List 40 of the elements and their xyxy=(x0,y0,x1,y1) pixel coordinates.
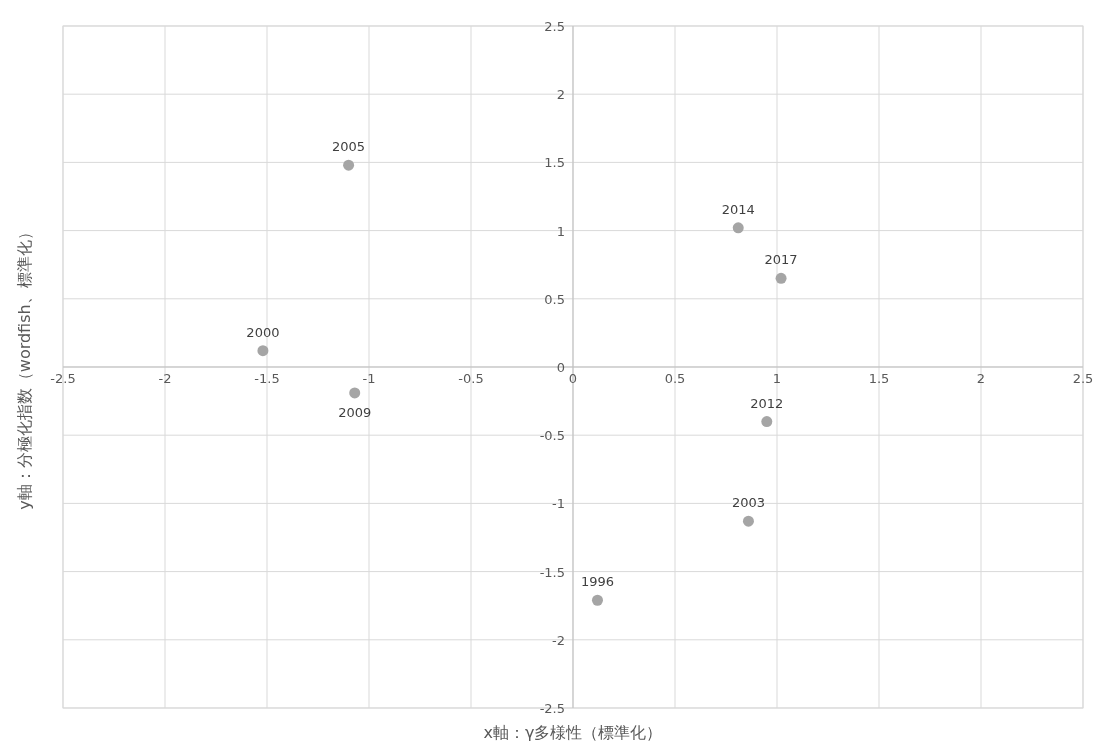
y-tick-label: 2.5 xyxy=(544,19,565,34)
annotation: 2005 xyxy=(332,139,366,155)
y-axis-title: y軸：分極化指数（wordfish、標準化） xyxy=(15,224,34,510)
y-tick-label: 2 xyxy=(556,87,565,103)
y-tick-label: -0.5 xyxy=(539,428,565,444)
x-tick-label: -1.5 xyxy=(254,371,280,386)
y-tick-label: -1.5 xyxy=(539,564,565,580)
annotation: 2017 xyxy=(764,252,798,268)
y-tick-label: 0 xyxy=(556,360,565,375)
point xyxy=(761,416,773,428)
y-tick-label: -1 xyxy=(552,496,565,512)
y-tick-label: -2.5 xyxy=(539,701,565,716)
x-tick-label: 0.5 xyxy=(664,371,686,386)
x-tick-label: 0 xyxy=(568,371,578,386)
x-tick-label: 1.5 xyxy=(868,371,890,386)
x-tick-label: -2 xyxy=(158,371,172,386)
annotation: 2014 xyxy=(721,201,755,217)
y-tick-label: -2 xyxy=(552,632,565,648)
y-tick-label: 1.5 xyxy=(544,155,565,171)
point xyxy=(343,159,355,171)
point xyxy=(742,515,754,527)
point xyxy=(591,594,603,606)
annotation: 2009 xyxy=(338,404,372,420)
annotation: 2000 xyxy=(246,324,280,340)
point xyxy=(257,345,269,357)
point xyxy=(732,222,744,234)
annotation: 2012 xyxy=(750,395,784,411)
annotation: 2003 xyxy=(731,495,765,511)
y-tick-label: 1 xyxy=(556,223,565,239)
x-tick-label: -1 xyxy=(362,371,376,386)
x-axis-title: x軸：γ多様性（標準化） xyxy=(483,723,663,742)
x-tick-label: -2.5 xyxy=(50,371,76,386)
x-tick-label: 2.5 xyxy=(1072,371,1094,386)
annotation: 1996 xyxy=(580,574,615,590)
point xyxy=(775,272,787,284)
point xyxy=(349,387,361,399)
x-tick-label: 1 xyxy=(772,371,782,386)
x-tick-label: 2 xyxy=(976,371,986,386)
y-tick-label: 0.5 xyxy=(544,291,565,307)
x-tick-label: -0.5 xyxy=(458,371,484,386)
